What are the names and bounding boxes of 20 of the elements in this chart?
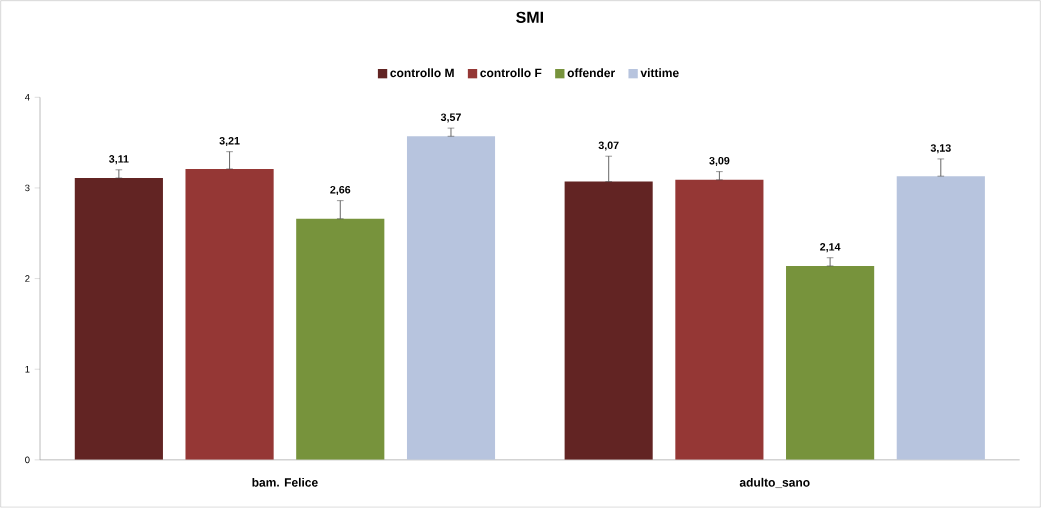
data-label: 3,21 — [219, 137, 240, 147]
x-tick-label: adulto_sano — [739, 477, 810, 489]
legend-label: vittime — [640, 68, 679, 78]
data-label: 2,14 — [820, 243, 841, 253]
data-label: 3,57 — [440, 113, 461, 123]
legend-label: controllo F — [480, 68, 542, 78]
data-label: 3,09 — [709, 157, 730, 167]
y-tick-label: 3 — [25, 184, 30, 192]
legend-label: offender — [567, 68, 615, 78]
chart-title: SMI — [516, 11, 543, 24]
y-tick-label: 0 — [25, 456, 30, 464]
data-label: 3,07 — [598, 141, 619, 151]
x-tick-label: bam. Felice — [252, 477, 318, 487]
y-tick-label: 1 — [25, 366, 30, 373]
data-label: 3,13 — [930, 144, 951, 154]
legend-label: controllo M — [390, 68, 454, 78]
data-label: 2,66 — [330, 186, 351, 196]
y-tick-label: 4 — [24, 94, 30, 101]
data-label: 3,11 — [109, 155, 129, 165]
y-tick-label: 2 — [25, 275, 30, 282]
